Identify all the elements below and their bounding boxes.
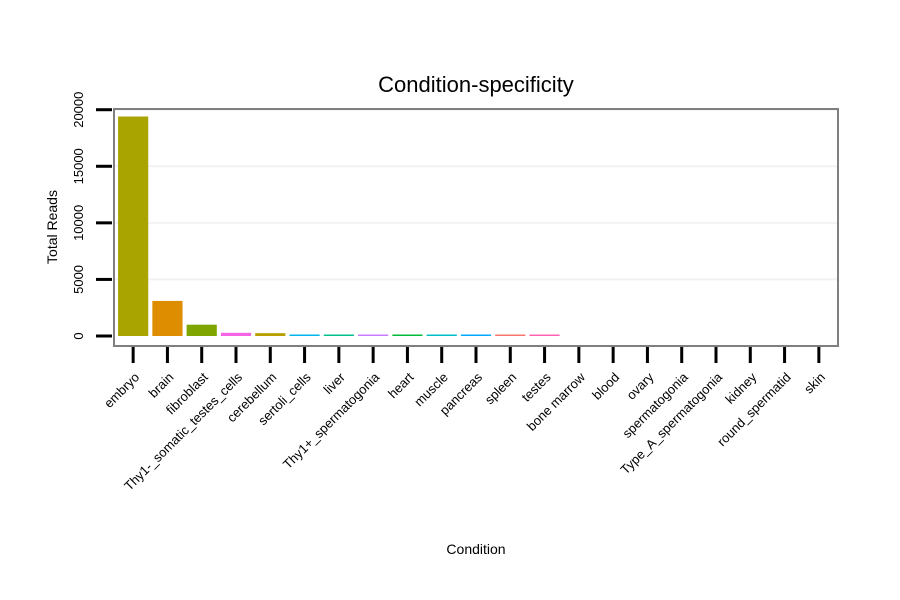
bar-Thy1-_somatic_testes_cells [220,332,252,336]
x-tick-label: heart [385,369,417,401]
chart-title: Condition-specificity [378,72,574,97]
bar-spleen [495,334,526,336]
x-tick-label: liver [321,369,349,397]
bar-sertoli_cells [289,334,320,336]
bar-pancreas [460,334,492,336]
x-tick-label: skin [801,370,828,397]
y-tick-label: 10000 [71,205,86,241]
x-tick-label: spleen [482,370,520,408]
y-tick-label: 20000 [71,92,86,128]
bar-brain [152,300,183,336]
y-tick-label: 5000 [71,265,86,294]
x-tick-label: brain [145,370,176,401]
x-tick-label: blood [589,370,622,403]
x-axis: embryo brainfibroblastThy1-_somatic_teste… [101,347,828,494]
bar-cerebellum [255,333,286,336]
y-axis-title: Total Reads [44,190,60,264]
bar-fibroblast [186,324,217,336]
bars [118,116,560,336]
bar-Thy1+_spermatogonia [358,334,389,336]
bar-testes [529,334,560,336]
bar-muscle [426,334,457,336]
grid-lines [114,108,838,281]
plot-frame [113,108,839,347]
bar-embryo [118,116,149,336]
y-tick-label: 0 [71,332,86,339]
bar-heart [392,334,423,336]
y-tick-label: 15000 [71,148,86,184]
x-tick-label: embryo [101,370,142,411]
y-axis: 0 5000 10000 15000 20000 [71,92,112,340]
bar-liver [323,334,354,336]
x-axis-title: Condition [446,541,505,557]
